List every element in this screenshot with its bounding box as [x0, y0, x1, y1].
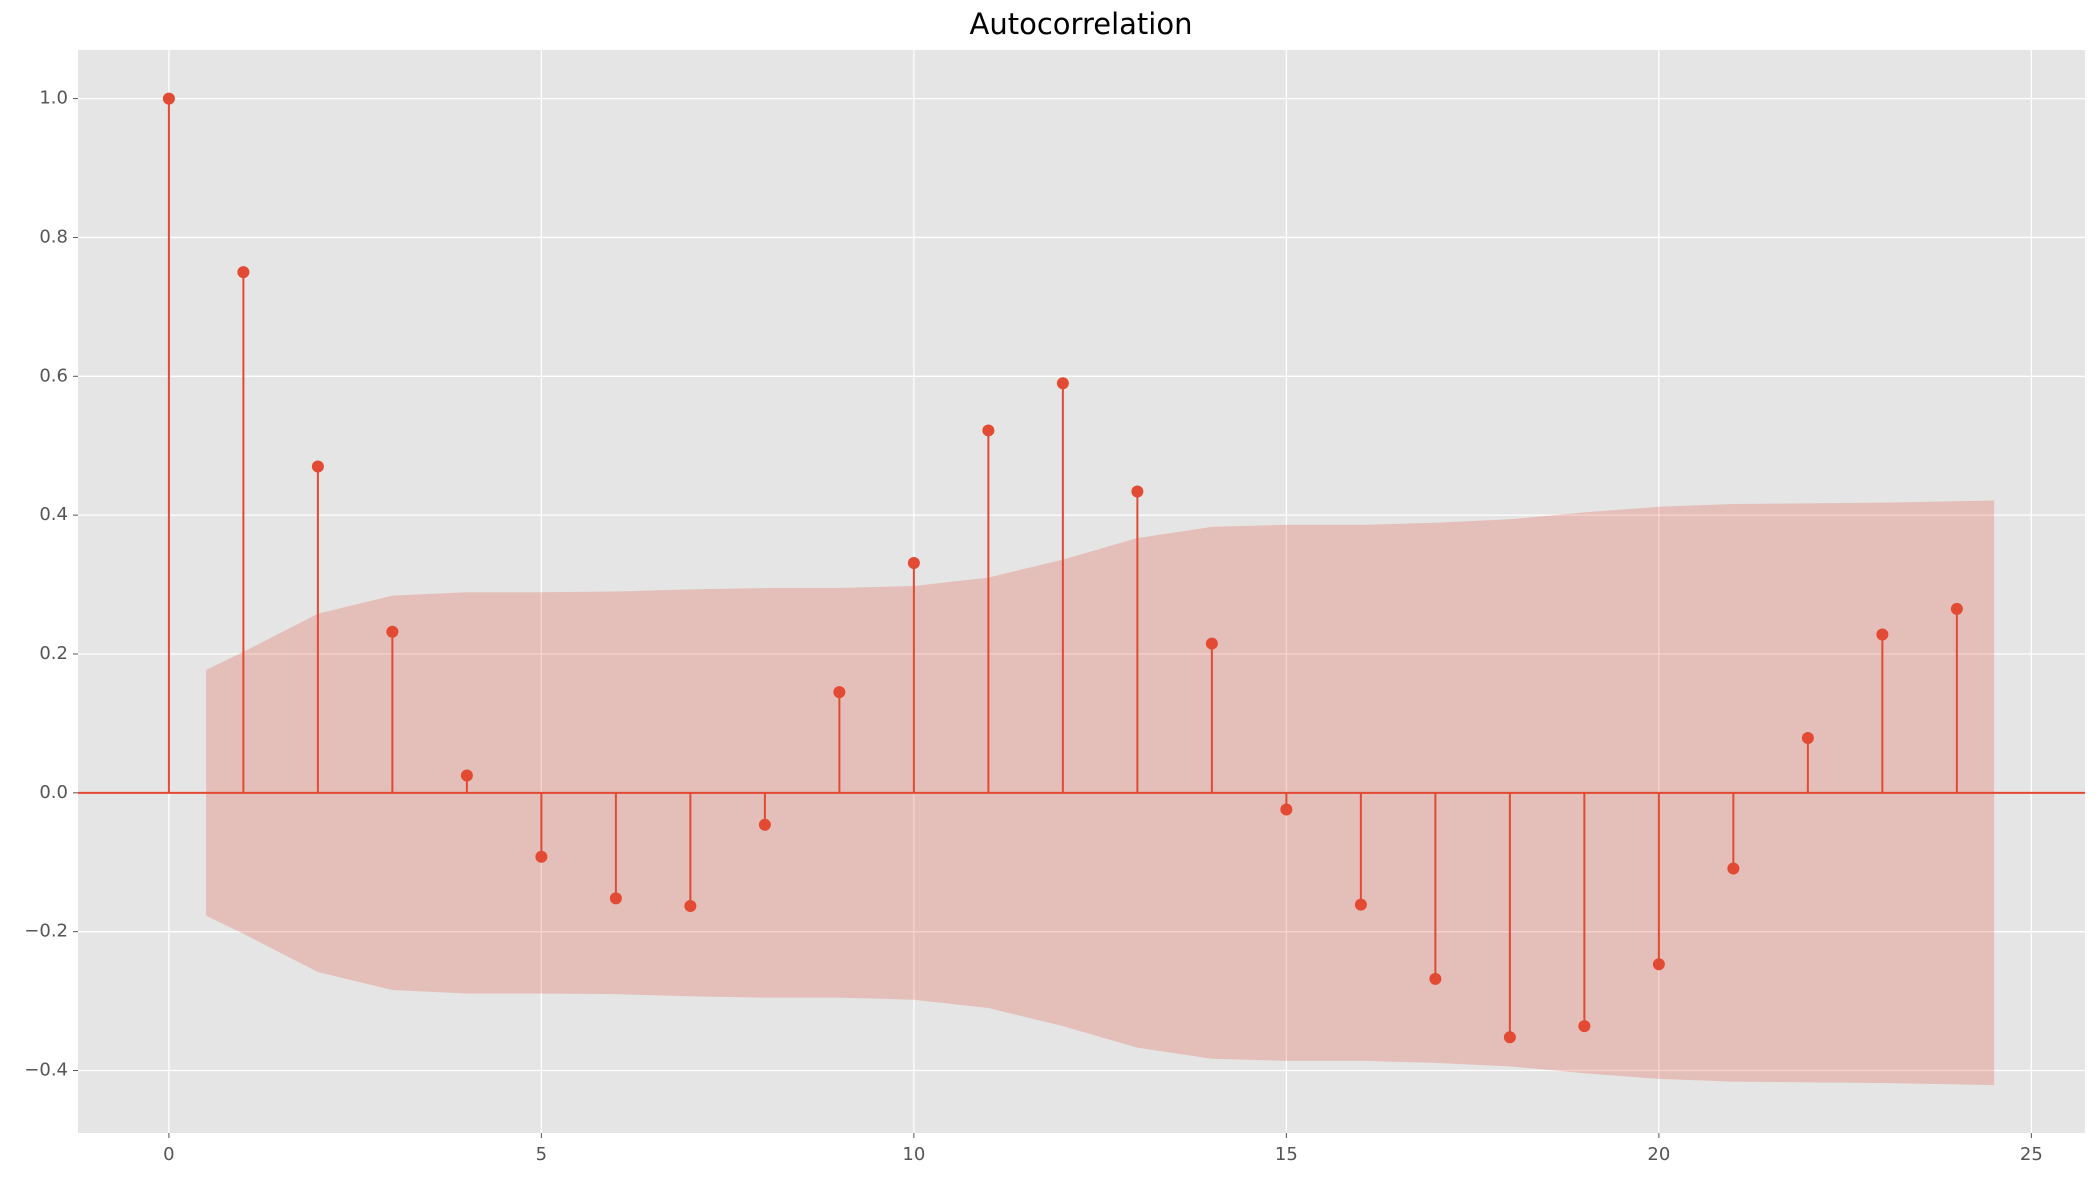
marker [386, 625, 399, 638]
marker [535, 850, 548, 863]
marker [1131, 485, 1144, 498]
marker [982, 424, 995, 437]
marker [1727, 862, 1740, 875]
marker [1801, 731, 1814, 744]
marker [1205, 637, 1218, 650]
marker [162, 92, 175, 105]
marker [1950, 602, 1963, 615]
marker [758, 818, 771, 831]
marker [684, 899, 697, 912]
x-tick-label: 5 [536, 1144, 547, 1165]
x-tick-label: 10 [902, 1144, 925, 1165]
marker [237, 266, 250, 279]
chart-title: Autocorrelation [970, 7, 1193, 41]
y-tick-label: 0.8 [39, 226, 68, 247]
y-tick-label: 0.4 [39, 504, 68, 525]
marker [907, 557, 920, 570]
marker [609, 892, 622, 905]
marker [460, 769, 473, 782]
marker [1354, 898, 1367, 911]
marker [1056, 377, 1069, 390]
confidence-band [206, 500, 1995, 793]
marker [1503, 1031, 1516, 1044]
marker [1280, 803, 1293, 816]
y-tick-label: 0.6 [39, 365, 68, 386]
y-tick-label: 1.0 [39, 88, 68, 109]
x-tick-label: 0 [163, 1144, 174, 1165]
y-tick-label: −0.4 [24, 1060, 68, 1081]
marker [1578, 1020, 1591, 1033]
marker [1876, 628, 1889, 641]
x-tick-label: 20 [1647, 1144, 1670, 1165]
marker [311, 460, 324, 473]
marker [833, 686, 846, 699]
confidence-band [206, 792, 1995, 1086]
marker [1652, 958, 1665, 971]
x-tick-label: 15 [1275, 1144, 1298, 1165]
plot-background [78, 50, 2085, 1133]
y-tick-label: 0.0 [39, 782, 68, 803]
y-tick-label: −0.2 [24, 921, 68, 942]
marker [1429, 972, 1442, 985]
x-tick-label: 25 [2020, 1144, 2043, 1165]
y-tick-label: 0.2 [39, 643, 68, 664]
